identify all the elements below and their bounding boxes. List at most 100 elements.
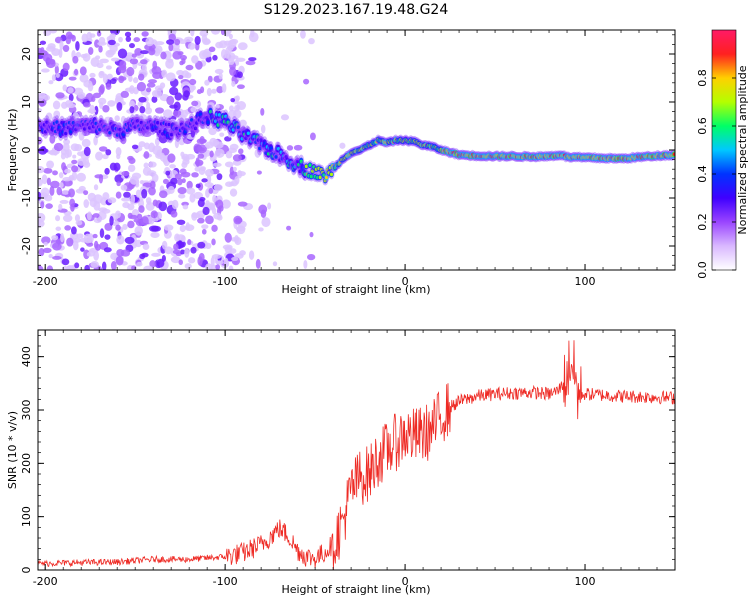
noise-speck (94, 105, 99, 116)
noise-speck (224, 161, 234, 168)
snr-axes: -200 -100 0 100 0 100 200 300 400 (20, 330, 676, 588)
noise-speck (90, 57, 100, 67)
noise-speck (207, 203, 215, 210)
noise-speck (55, 92, 65, 99)
noise-speck (153, 217, 159, 222)
noise-speck (260, 209, 267, 218)
noise-speck (195, 183, 201, 189)
track-core (298, 169, 302, 174)
noise-speck (174, 92, 183, 101)
noise-speck (61, 162, 66, 171)
noise-speck (166, 39, 175, 45)
noise-speck (131, 53, 137, 58)
noise-speck (116, 102, 123, 112)
noise-speck (194, 166, 201, 172)
colorbar-strip (711, 29, 737, 271)
noise-speck (201, 224, 209, 230)
noise-speck (193, 191, 204, 200)
noise-speck (197, 198, 205, 208)
noise-speck (169, 164, 176, 169)
noise-speck (63, 179, 73, 187)
colorbar-label: Normalized spectral amplitude (736, 65, 749, 234)
noise-speck (133, 218, 141, 223)
noise-speck (148, 47, 156, 56)
noise-speck (87, 108, 97, 114)
noise-speck (39, 100, 45, 107)
noise-speck (181, 58, 186, 65)
noise-speck (46, 160, 55, 169)
noise-speck (212, 194, 217, 203)
noise-speck (52, 242, 62, 251)
noise-speck (303, 78, 310, 85)
track-core (310, 169, 315, 173)
noise-speck (89, 72, 96, 78)
noise-speck (178, 259, 183, 266)
noise-speck (154, 85, 164, 92)
noise-speck (211, 88, 217, 94)
noise-speck (68, 188, 75, 198)
noise-speck (190, 30, 195, 37)
noise-speck (172, 249, 181, 255)
noise-speck (180, 235, 186, 243)
noise-speck (128, 157, 136, 165)
noise-speck (178, 39, 187, 45)
noise-speck (124, 236, 135, 244)
noise-speck (94, 174, 104, 179)
noise-speck (303, 259, 308, 269)
noise-speck (62, 62, 70, 72)
track-core (115, 133, 119, 137)
noise-speck (48, 58, 56, 65)
noise-speck (190, 246, 197, 254)
track-core (198, 112, 203, 117)
noise-speck (105, 83, 112, 90)
noise-speck (207, 75, 213, 83)
track-core (240, 136, 244, 141)
noise-speck (208, 46, 216, 53)
noise-speck (146, 170, 157, 177)
noise-speck (128, 100, 135, 108)
track-core (329, 172, 334, 177)
noise-speck (95, 151, 103, 161)
noise-speck (38, 248, 45, 257)
noise-speck (169, 86, 179, 96)
noise-speck (93, 201, 101, 211)
noise-speck (132, 77, 139, 84)
noise-speck (114, 115, 120, 122)
noise-speck (115, 255, 124, 266)
noise-speck (210, 30, 221, 35)
noise-speck (70, 226, 77, 235)
noise-speck (186, 180, 193, 190)
noise-speck (107, 39, 116, 46)
track-core (274, 155, 278, 159)
noise-speck (66, 149, 72, 158)
noise-speck (72, 55, 79, 64)
track-core (83, 127, 87, 131)
noise-speck (216, 173, 223, 181)
noise-speck (164, 246, 173, 255)
noise-speck (71, 170, 78, 181)
noise-speck (102, 192, 110, 201)
noise-speck (107, 50, 116, 56)
noise-speck (83, 190, 89, 196)
snr-y-tick-label: 0 (20, 567, 33, 574)
noise-speck (93, 250, 100, 261)
spectrogram-y-tick-label: 0 (20, 147, 33, 154)
noise-speck (101, 261, 107, 270)
noise-speck (139, 180, 145, 185)
noise-speck (67, 87, 74, 94)
noise-speck (43, 167, 53, 174)
noise-speck (94, 243, 101, 251)
noise-speck (75, 51, 81, 58)
noise-speck (189, 193, 196, 203)
noise-speck (191, 212, 201, 219)
noise-speck (232, 154, 242, 162)
noise-speck (45, 203, 53, 210)
noise-speck (205, 200, 210, 205)
noise-speck (214, 68, 224, 74)
noise-speck (236, 84, 245, 90)
noise-speck (162, 155, 168, 165)
noise-speck (148, 161, 157, 168)
noise-speck (137, 101, 143, 107)
snr-panel: -200 -100 0 100 0 100 200 300 400 Height of stra… (6, 329, 676, 596)
noise-speck (129, 106, 135, 114)
